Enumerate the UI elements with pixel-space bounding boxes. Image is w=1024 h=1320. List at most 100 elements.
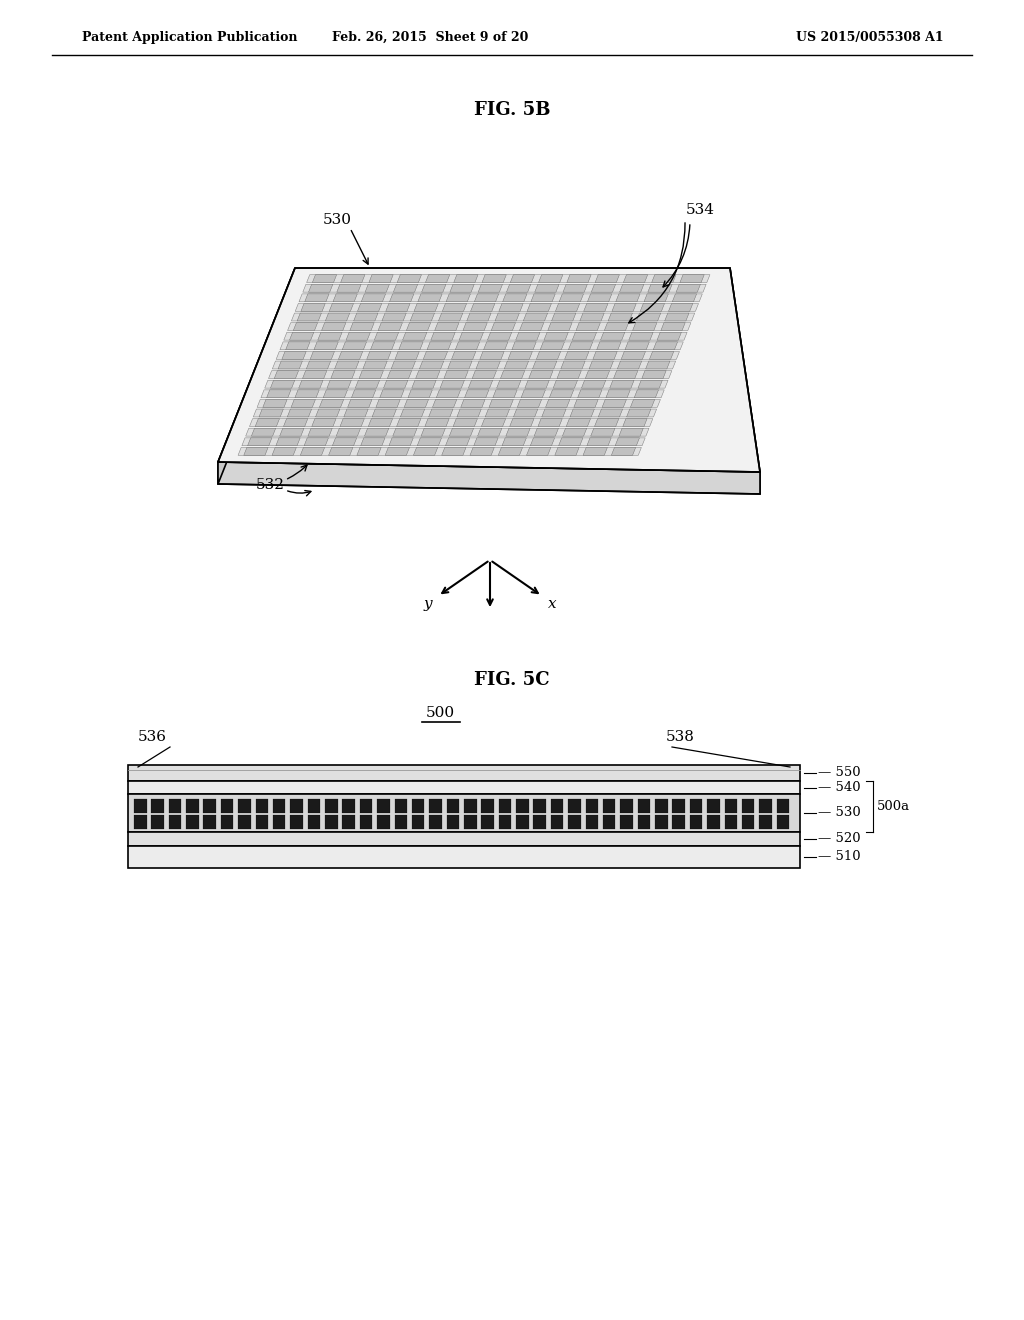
Polygon shape xyxy=(573,400,598,408)
Polygon shape xyxy=(485,409,510,417)
Polygon shape xyxy=(276,351,680,359)
Polygon shape xyxy=(453,418,477,426)
Polygon shape xyxy=(535,284,559,292)
Polygon shape xyxy=(421,428,445,436)
Polygon shape xyxy=(538,418,562,426)
Polygon shape xyxy=(606,389,630,397)
Polygon shape xyxy=(657,333,681,341)
Text: — 510: — 510 xyxy=(818,850,860,863)
Polygon shape xyxy=(427,342,452,350)
Polygon shape xyxy=(618,428,643,436)
Bar xyxy=(481,799,494,813)
Polygon shape xyxy=(517,400,542,408)
Polygon shape xyxy=(680,275,705,282)
Polygon shape xyxy=(350,322,374,330)
Polygon shape xyxy=(567,275,591,282)
Polygon shape xyxy=(295,304,698,312)
Polygon shape xyxy=(314,342,338,350)
Polygon shape xyxy=(586,371,609,379)
Polygon shape xyxy=(615,294,640,302)
Bar xyxy=(128,795,800,832)
Polygon shape xyxy=(561,362,585,368)
Bar xyxy=(673,814,685,829)
Text: Feb. 26, 2015  Sheet 9 of 20: Feb. 26, 2015 Sheet 9 of 20 xyxy=(332,30,528,44)
Polygon shape xyxy=(310,351,335,359)
Bar xyxy=(256,799,268,813)
Bar xyxy=(377,799,390,813)
Polygon shape xyxy=(472,371,497,379)
Polygon shape xyxy=(480,351,504,359)
Polygon shape xyxy=(516,333,540,341)
Polygon shape xyxy=(557,371,582,379)
Bar xyxy=(429,799,441,813)
Polygon shape xyxy=(417,438,441,446)
Bar xyxy=(152,814,164,829)
Bar xyxy=(534,814,546,829)
Polygon shape xyxy=(477,428,502,436)
Bar xyxy=(394,814,407,829)
Polygon shape xyxy=(513,409,538,417)
Polygon shape xyxy=(250,418,653,426)
Polygon shape xyxy=(272,447,296,455)
Bar xyxy=(186,814,199,829)
Polygon shape xyxy=(351,389,376,397)
Polygon shape xyxy=(357,304,382,312)
Polygon shape xyxy=(317,333,342,341)
Polygon shape xyxy=(502,438,526,446)
Polygon shape xyxy=(454,275,478,282)
Text: — 520: — 520 xyxy=(818,833,860,846)
Bar xyxy=(551,814,563,829)
Bar xyxy=(446,799,459,813)
Polygon shape xyxy=(446,294,470,302)
Bar xyxy=(603,799,615,813)
Polygon shape xyxy=(450,284,474,292)
Bar xyxy=(394,799,407,813)
Text: — 540: — 540 xyxy=(818,781,860,795)
Polygon shape xyxy=(615,438,639,446)
Bar xyxy=(551,799,563,813)
Polygon shape xyxy=(523,313,548,321)
Polygon shape xyxy=(461,400,485,408)
Bar xyxy=(776,814,790,829)
Bar xyxy=(446,814,459,829)
Polygon shape xyxy=(634,389,658,397)
Polygon shape xyxy=(578,389,602,397)
Bar xyxy=(638,799,650,813)
Polygon shape xyxy=(340,418,365,426)
Polygon shape xyxy=(380,389,404,397)
Polygon shape xyxy=(248,438,272,446)
Polygon shape xyxy=(397,275,422,282)
Polygon shape xyxy=(649,351,674,359)
Polygon shape xyxy=(263,400,287,408)
Polygon shape xyxy=(347,400,372,408)
Polygon shape xyxy=(422,284,446,292)
Polygon shape xyxy=(284,418,308,426)
Polygon shape xyxy=(673,294,696,302)
Polygon shape xyxy=(521,389,546,397)
Polygon shape xyxy=(468,380,493,388)
Bar xyxy=(128,846,800,869)
Polygon shape xyxy=(218,268,760,473)
Text: — 530: — 530 xyxy=(818,807,861,820)
Polygon shape xyxy=(353,313,378,321)
Bar xyxy=(742,799,755,813)
Bar xyxy=(638,814,650,829)
Polygon shape xyxy=(301,304,326,312)
Bar xyxy=(325,799,338,813)
Polygon shape xyxy=(369,418,392,426)
Text: 536: 536 xyxy=(137,730,167,744)
Polygon shape xyxy=(622,351,645,359)
Polygon shape xyxy=(327,380,351,388)
Polygon shape xyxy=(653,342,678,350)
Text: 500a: 500a xyxy=(877,800,910,813)
Bar xyxy=(499,799,511,813)
Bar xyxy=(221,814,233,829)
Polygon shape xyxy=(398,342,423,350)
Polygon shape xyxy=(308,428,332,436)
Polygon shape xyxy=(676,284,700,292)
Polygon shape xyxy=(286,342,310,350)
Polygon shape xyxy=(474,438,498,446)
Polygon shape xyxy=(367,351,391,359)
Polygon shape xyxy=(620,284,644,292)
Bar xyxy=(568,799,581,813)
